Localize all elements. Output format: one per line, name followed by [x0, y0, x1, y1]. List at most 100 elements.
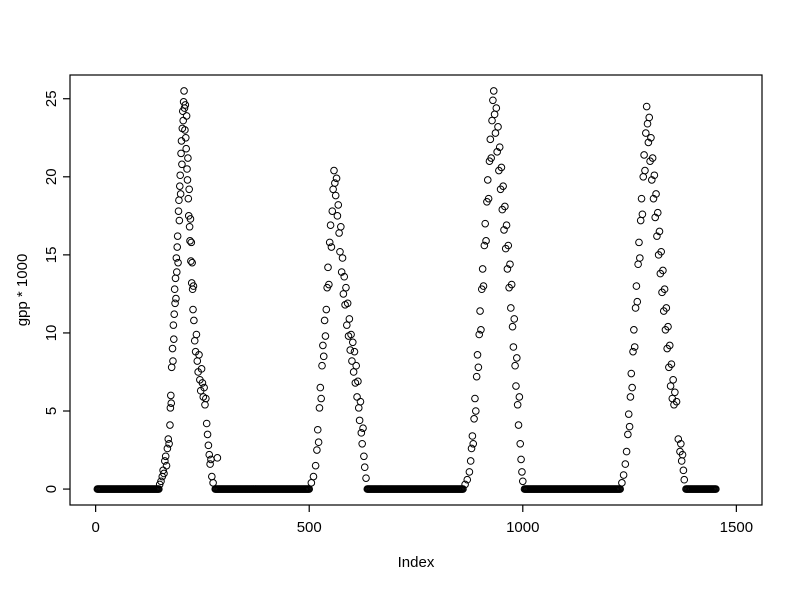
data-point — [362, 474, 370, 482]
data-point — [478, 265, 487, 273]
x-tick-label: 1500 — [720, 519, 753, 536]
data-point — [315, 404, 324, 412]
data-point — [517, 455, 525, 464]
data-point — [317, 394, 325, 403]
data-point — [187, 257, 195, 265]
data-point — [175, 196, 183, 205]
data-point — [356, 397, 365, 406]
data-point — [188, 285, 197, 294]
data-point — [674, 435, 683, 443]
data-point — [474, 363, 483, 372]
data-point — [319, 341, 327, 350]
data-point — [664, 322, 672, 331]
data-point — [178, 160, 186, 169]
data-point — [657, 247, 665, 256]
data-point — [467, 444, 476, 453]
data-point — [316, 383, 325, 392]
data-point — [167, 363, 176, 372]
data-point — [472, 372, 481, 381]
data-point — [204, 441, 213, 450]
x-tick-label: 0 — [91, 519, 99, 536]
data-point — [348, 338, 357, 347]
data-point — [347, 330, 355, 339]
data-point — [642, 102, 651, 111]
data-point — [511, 361, 519, 370]
y-tick-label: 20 — [43, 168, 60, 185]
data-point — [203, 430, 212, 439]
data-point — [343, 299, 352, 308]
data-point — [660, 285, 669, 294]
data-point — [625, 422, 634, 431]
data-point — [486, 135, 495, 144]
data-point — [328, 207, 337, 215]
data-point — [186, 215, 195, 223]
data-point — [491, 129, 500, 137]
data-point — [482, 237, 490, 245]
data-point — [202, 394, 210, 403]
data-point — [473, 351, 482, 359]
data-point — [639, 173, 648, 181]
data-point — [466, 457, 475, 465]
data-point — [345, 315, 354, 323]
data-point — [506, 260, 514, 269]
data-point — [652, 190, 660, 198]
data-point — [677, 457, 686, 465]
data-point — [680, 475, 689, 484]
data-point — [181, 126, 189, 134]
x-axis-label: Index — [398, 554, 435, 571]
data-point — [638, 210, 647, 219]
data-point — [665, 341, 674, 350]
data-point — [518, 477, 527, 486]
data-point — [619, 471, 628, 479]
data-point — [677, 439, 685, 448]
data-point — [353, 393, 361, 401]
data-point — [170, 285, 179, 294]
data-point — [187, 238, 196, 247]
data-point — [636, 254, 644, 262]
data-point — [348, 357, 356, 365]
data-point — [501, 202, 509, 211]
data-point — [622, 447, 631, 456]
data-point — [475, 330, 484, 339]
data-point — [337, 222, 345, 231]
data-point — [331, 191, 340, 200]
data-point — [653, 232, 661, 240]
data-point — [483, 176, 492, 184]
data-point — [500, 226, 508, 234]
data-point — [655, 227, 664, 236]
data-point — [163, 444, 172, 453]
data-point — [631, 304, 640, 312]
data-point — [504, 241, 513, 250]
data-point — [193, 357, 202, 365]
data-point — [181, 133, 190, 142]
data-point — [166, 404, 175, 412]
data-point — [514, 421, 523, 429]
data-point — [360, 452, 368, 461]
data-point — [307, 479, 316, 487]
data-point — [502, 221, 511, 229]
data-point — [181, 101, 190, 109]
x-tick-label: 1000 — [506, 519, 539, 536]
data-point — [165, 439, 173, 448]
data-point — [507, 280, 516, 289]
data-point — [493, 148, 501, 156]
data-point — [354, 377, 362, 386]
data-point — [330, 166, 338, 175]
data-point — [637, 194, 646, 203]
data-point — [461, 480, 469, 489]
data-point — [182, 144, 190, 153]
data-point — [160, 469, 168, 478]
data-point — [161, 452, 170, 461]
data-point — [672, 397, 681, 406]
data-point — [331, 179, 339, 187]
data-point — [513, 400, 522, 409]
data-point — [189, 282, 198, 290]
data-point — [180, 104, 189, 112]
data-point — [334, 201, 343, 209]
data-point — [175, 216, 184, 225]
data-point — [507, 304, 515, 312]
data-point — [653, 208, 662, 217]
data-point — [671, 388, 679, 397]
